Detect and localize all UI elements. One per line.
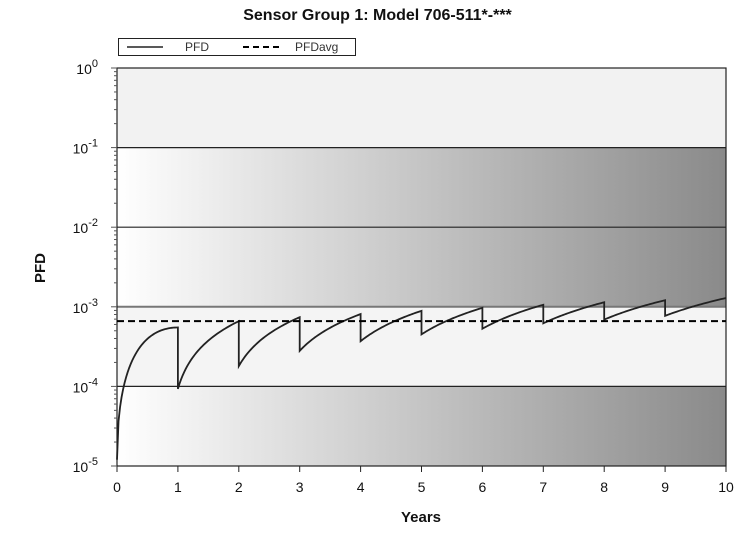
y-tick-label: 10-2 — [73, 217, 98, 236]
x-tick-label: 7 — [539, 479, 547, 495]
x-tick-label: 1 — [174, 479, 182, 495]
legend-swatch-pfdavg — [243, 46, 279, 48]
x-tick-label: 2 — [235, 479, 243, 495]
series-pfd-line — [116, 297, 727, 460]
legend-label-pfdavg: PFDavg — [295, 40, 339, 54]
x-tick-label: 8 — [600, 479, 608, 495]
x-tick-label: 5 — [418, 479, 426, 495]
band-top — [117, 68, 726, 148]
chart-title: Sensor Group 1: Model 706-511*-*** — [243, 7, 512, 24]
legend-label-pfd: PFD — [185, 40, 209, 54]
legend-swatch-pfd — [127, 46, 163, 48]
band-1 — [117, 147, 726, 228]
x-tick-label: 3 — [296, 479, 304, 495]
x-tick-label: 4 — [357, 479, 365, 495]
band-2 — [117, 227, 726, 307]
y-tick-label: 10-4 — [73, 376, 98, 395]
y-axis-title: PFD — [32, 253, 49, 283]
y-tick-label: 10-5 — [73, 456, 98, 475]
y-tick-label: 10-3 — [73, 297, 98, 316]
legend: PFD PFDavg — [118, 38, 356, 56]
y-tick-label: 100 — [76, 58, 98, 77]
x-tick-label: 0 — [113, 479, 121, 495]
x-tick-label: 6 — [479, 479, 487, 495]
band-4 — [117, 386, 726, 466]
x-tick-label: 9 — [661, 479, 669, 495]
x-axis-title: Years — [401, 509, 441, 526]
x-tick-label: 10 — [718, 479, 734, 495]
y-tick-label: 10-1 — [73, 138, 98, 157]
